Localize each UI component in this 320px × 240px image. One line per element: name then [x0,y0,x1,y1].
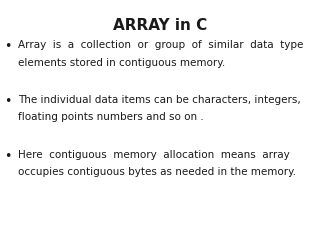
Text: Array  is  a  collection  or  group  of  similar  data  type: Array is a collection or group of simila… [18,40,303,50]
Text: Here  contiguous  memory  allocation  means  array: Here contiguous memory allocation means … [18,150,290,160]
Text: floating points numbers and so on .: floating points numbers and so on . [18,112,204,122]
Text: •: • [4,150,12,162]
Text: elements stored in contiguous memory.: elements stored in contiguous memory. [18,58,225,67]
Text: ARRAY in C: ARRAY in C [113,18,207,33]
Text: The individual data items can be characters, integers,: The individual data items can be charact… [18,95,301,105]
Text: occupies contiguous bytes as needed in the memory.: occupies contiguous bytes as needed in t… [18,167,296,177]
Text: •: • [4,40,12,53]
Text: •: • [4,95,12,108]
